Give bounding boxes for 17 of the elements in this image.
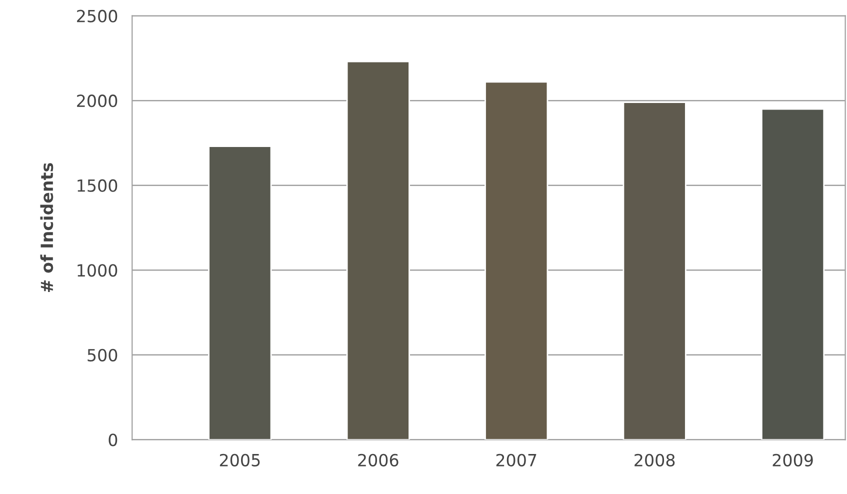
x-tick-label: 2008 <box>634 454 675 466</box>
y-tick-label: 0 <box>108 434 118 446</box>
y-axis-title: # of Incidents <box>40 163 54 292</box>
y-tick-label: 2000 <box>77 94 118 108</box>
bar <box>346 60 410 440</box>
x-tick-label: 2009 <box>772 454 813 466</box>
bar <box>208 146 272 440</box>
x-tick-label: 2007 <box>496 454 536 466</box>
y-tick-label: 2500 <box>77 10 118 22</box>
y-tick-label: 1500 <box>78 179 118 192</box>
x-tick-label: 2005 <box>220 454 260 466</box>
y-tick-label: 500 <box>88 348 118 362</box>
y-tick-label: 1000 <box>78 264 118 277</box>
bar <box>484 81 548 440</box>
bar <box>760 108 825 440</box>
x-tick-label: 2006 <box>358 454 398 466</box>
bar <box>622 102 686 440</box>
